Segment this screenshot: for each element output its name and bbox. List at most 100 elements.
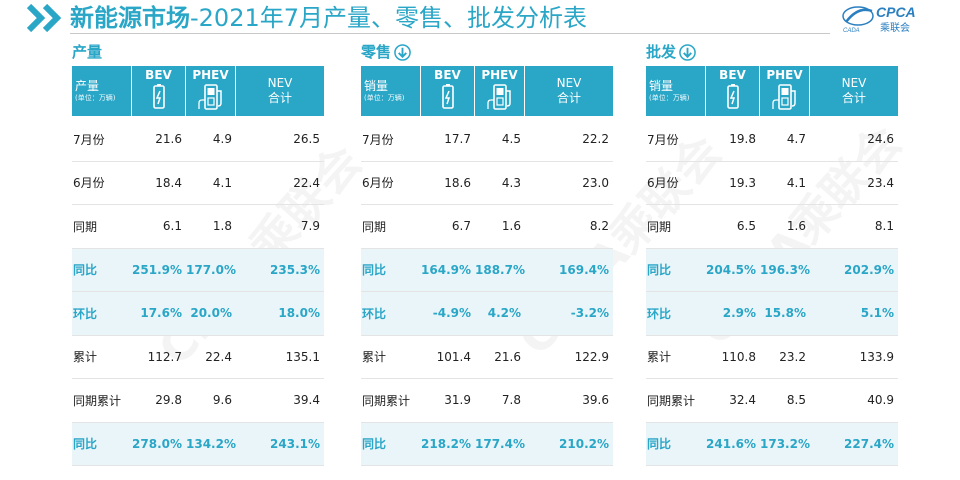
header-bev: BEV [706, 66, 760, 116]
down-arrow-icon [394, 43, 411, 61]
table-row: 同比 164.9% 188.7% 169.4% [361, 248, 613, 292]
cell-bev: 204.5% [706, 262, 756, 277]
row-label: 同比 [73, 437, 98, 452]
header-phev-label: PHEV [766, 68, 803, 82]
table-header: 销量 (单位：万辆) BEV PHEV NEV 合计 [646, 66, 898, 116]
cell-nev: 133.9 [859, 349, 894, 364]
table-row: 同期累计 31.9 7.8 39.6 [361, 379, 613, 423]
cell-phev: 9.6 [212, 393, 232, 408]
cell-phev: 4.1 [786, 175, 806, 190]
page-title: 新能源市场-2021年7月产量、零售、批发分析表 [70, 2, 587, 34]
logo-small-text: CADA [843, 28, 860, 34]
header-nev-sublabel: 合计 [841, 91, 866, 105]
cell-phev: 4.1 [212, 175, 232, 190]
cell-phev: 177.4% [475, 436, 525, 451]
title-divider [70, 33, 830, 34]
cell-phev: 4.5 [501, 132, 521, 147]
header-phev: PHEV [186, 66, 236, 116]
table-row: 环比 -4.9% 4.2% -3.2% [361, 292, 613, 336]
cell-nev: 40.9 [867, 393, 894, 408]
page-header: 新能源市场-2021年7月产量、零售、批发分析表 CPCA 乘联会 CADA [0, 0, 960, 36]
header-corner-title: 产量 [75, 79, 100, 93]
table-row: 同比 241.6% 173.2% 227.4% [646, 422, 898, 466]
table-row: 7月份 17.7 4.5 22.2 [361, 118, 613, 162]
cell-bev: 112.7 [147, 349, 182, 364]
row-label: 同比 [647, 263, 672, 278]
row-label: 同期累计 [362, 393, 411, 408]
table-header: 产量 (单位：万辆) BEV PHEV NEV 合计 [72, 66, 324, 116]
row-label: 环比 [647, 306, 672, 321]
table-header: 销量 (单位：万辆) BEV PHEV NEV 合计 [361, 66, 613, 116]
cpca-logo: CPCA 乘联会 CADA [842, 4, 916, 34]
header-bev-label: BEV [145, 68, 172, 82]
cell-phev: 134.2% [186, 436, 236, 451]
table-row: 同期 6.1 1.8 7.9 [72, 205, 324, 249]
header-nev: NEV 合计 [525, 66, 613, 116]
header-nev-label: NEV [841, 76, 867, 90]
table-body: 7月份 21.6 4.9 26.5 6月份 18.4 4.1 22.4 同期 6.1 1.8 7.9 同… [72, 118, 324, 466]
header-phev-label: PHEV [481, 68, 518, 82]
section-label: 批发 [646, 42, 696, 62]
cell-bev: 110.8 [721, 349, 756, 364]
row-label: 7月份 [73, 132, 105, 147]
cell-bev: 19.8 [729, 132, 756, 147]
cell-phev: 177.0% [186, 262, 236, 277]
cell-phev: 15.8% [764, 306, 806, 321]
table-row: 同比 218.2% 177.4% 210.2% [361, 422, 613, 466]
row-label: 累计 [73, 350, 98, 365]
cell-bev: 6.1 [162, 219, 182, 234]
page-title-rest: -2021年7月产量、零售、批发分析表 [190, 4, 588, 32]
section-label-text: 产量 [72, 43, 103, 61]
cell-nev: 18.0% [278, 306, 320, 321]
cell-bev: 278.0% [132, 436, 182, 451]
row-label: 同比 [362, 263, 387, 278]
section-label: 产量 [72, 42, 102, 62]
cell-phev: 1.8 [212, 219, 232, 234]
table-row: 6月份 18.6 4.3 23.0 [361, 162, 613, 205]
table-row: 同期 6.5 1.6 8.1 [646, 205, 898, 249]
battery-icon [726, 83, 740, 111]
section-retail: 零售 销量 (单位：万辆) BEV PHEV NEV 合计 7月份 17.7 4.5 22.2 6月份… [361, 40, 613, 480]
header-bev-label: BEV [719, 68, 746, 82]
header-unit: (单位：万辆) [649, 94, 690, 102]
cell-bev: 241.6% [706, 436, 756, 451]
cell-phev: 7.8 [501, 393, 521, 408]
section-label-text: 零售 [361, 43, 392, 61]
cell-nev: 235.3% [270, 262, 320, 277]
cell-nev: 39.6 [582, 393, 609, 408]
fuel-pump-battery-icon [770, 83, 800, 111]
cell-nev: 24.6 [867, 132, 894, 147]
table-row: 6月份 19.3 4.1 23.4 [646, 162, 898, 205]
cell-phev: 4.9 [212, 132, 232, 147]
cell-phev: 1.6 [786, 219, 806, 234]
cell-bev: 218.2% [421, 436, 471, 451]
header-nev-sublabel: 合计 [556, 91, 581, 105]
cell-nev: 22.4 [293, 175, 320, 190]
row-label: 同期累计 [73, 393, 122, 408]
row-label: 同比 [73, 263, 98, 278]
cell-nev: 22.2 [582, 132, 609, 147]
cell-bev: 32.4 [729, 393, 756, 408]
cell-bev: 6.7 [451, 219, 471, 234]
header-nev-label: NEV [267, 76, 293, 90]
cell-nev: 122.9 [574, 349, 609, 364]
row-label: 同期 [647, 219, 672, 234]
cell-nev: 135.1 [285, 349, 320, 364]
down-arrow-icon [679, 43, 696, 61]
cell-bev: 21.6 [155, 132, 182, 147]
cell-nev: 8.1 [874, 219, 894, 234]
header-corner-title: 销量 [364, 79, 389, 93]
row-label: 同比 [362, 437, 387, 452]
row-label: 环比 [73, 306, 98, 321]
table-row: 累计 112.7 22.4 135.1 [72, 336, 324, 379]
cell-phev: 196.3% [760, 262, 810, 277]
fuel-pump-battery-icon [485, 83, 515, 111]
header-phev-label: PHEV [192, 68, 229, 82]
table-row: 同比 251.9% 177.0% 235.3% [72, 248, 324, 292]
table-body: 7月份 17.7 4.5 22.2 6月份 18.6 4.3 23.0 同期 6.7 1.6 8.2 同… [361, 118, 613, 466]
cell-bev: 19.3 [729, 175, 756, 190]
header-nev-label: NEV [556, 76, 582, 90]
cell-bev: 18.4 [155, 175, 182, 190]
header-phev: PHEV [760, 66, 810, 116]
cell-nev: 23.0 [582, 175, 609, 190]
